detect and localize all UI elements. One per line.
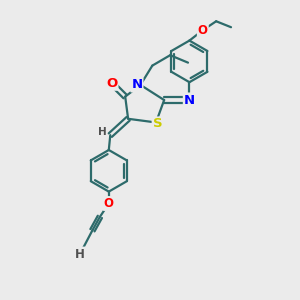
Text: O: O: [106, 77, 117, 90]
Text: N: N: [184, 94, 195, 106]
Text: O: O: [198, 24, 208, 37]
Text: H: H: [98, 127, 106, 137]
Text: H: H: [75, 248, 85, 260]
Text: O: O: [104, 197, 114, 210]
Text: N: N: [131, 78, 142, 92]
Text: S: S: [153, 117, 162, 130]
